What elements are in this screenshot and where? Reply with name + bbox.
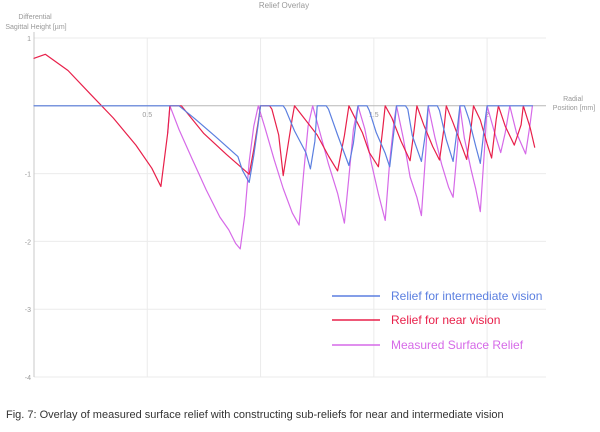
legend-label-3: Measured Surface Relief <box>391 338 524 352</box>
x-axis-label-line-2: Position [mm] <box>553 105 595 112</box>
y-axis-label-line-2: Sagittal Height [µm] <box>5 24 66 31</box>
y-tick-label: -4 <box>25 375 31 382</box>
series <box>33 53 536 250</box>
y-tick-label: -3 <box>25 307 31 314</box>
y-axis-label: Differential Sagittal Height [µm] <box>5 14 66 31</box>
figure-caption: Fig. 7: Overlay of measured surface reli… <box>6 409 504 421</box>
x-axis-label: Radial Position [mm] <box>553 96 595 112</box>
x-axis-label-line-1: Radial <box>563 96 583 103</box>
y-axis-label-line-1: Differential <box>18 14 52 21</box>
x-tick-label: 0.5 <box>142 112 152 119</box>
chart-title: Relief Overlay <box>259 1 309 10</box>
axes: 0.5 1 1.5 21-1-2-3-4 <box>25 32 546 382</box>
y-tick-label: 1 <box>27 36 31 43</box>
y-tick-label: -2 <box>25 239 31 246</box>
x-tick-label: 1.5 <box>369 112 379 119</box>
series-line-3 <box>167 105 534 250</box>
legend-label-2: Relief for near vision <box>391 313 500 327</box>
series-line-1 <box>33 105 534 183</box>
y-tick-label: -1 <box>25 172 31 179</box>
legend-label-1: Relief for intermediate vision <box>391 289 542 303</box>
legend: Relief for intermediate vision Relief for… <box>332 289 542 352</box>
grid <box>34 37 546 378</box>
